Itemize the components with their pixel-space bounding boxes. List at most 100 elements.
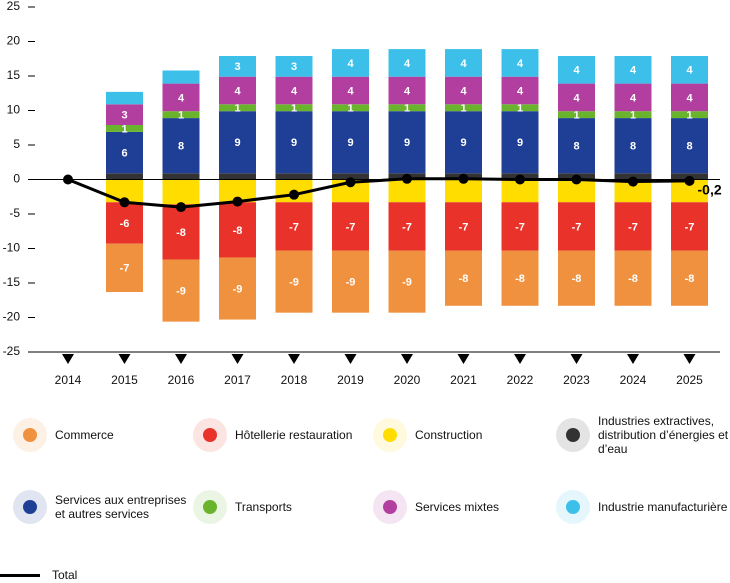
bar-segment — [445, 76, 482, 105]
legend-label: Commerce — [55, 428, 114, 442]
bar-segment — [106, 104, 143, 125]
data-label: -9 — [346, 277, 356, 289]
legend-label: Construction — [415, 428, 483, 442]
data-label: 4 — [460, 58, 467, 70]
bar-segment — [671, 179, 708, 203]
legend-label: Hôtellerie restauration — [235, 428, 353, 442]
data-label: -8 — [459, 273, 469, 285]
data-label: 4 — [460, 85, 467, 97]
legend-halo — [373, 418, 407, 452]
legend-swatch — [566, 428, 580, 442]
bar-segment — [162, 179, 200, 205]
bar-segment — [332, 104, 369, 112]
x-tick-label: 2025 — [676, 373, 703, 387]
legend-item: Construction — [373, 417, 482, 453]
data-label: 4 — [517, 58, 524, 70]
bar-segment — [332, 111, 369, 174]
bar-segment — [162, 204, 200, 260]
bar-segment — [219, 55, 256, 77]
bar-segment — [614, 83, 652, 112]
y-tick-label: 5 — [13, 137, 20, 151]
legend-label: Transports — [235, 500, 292, 514]
data-label: 4 — [686, 65, 693, 77]
bar-segment — [332, 49, 369, 77]
data-label: -6 — [120, 218, 130, 230]
bar-segment — [558, 179, 595, 203]
data-label: 4 — [573, 65, 580, 77]
bar-segment — [388, 202, 426, 251]
data-label: -8 — [685, 273, 695, 285]
bar-segment — [106, 91, 143, 105]
bar-segment — [501, 49, 539, 77]
bar-segment — [501, 179, 539, 203]
bar-segment — [388, 111, 426, 174]
legend-item: Transports — [193, 489, 292, 525]
data-label: -7 — [572, 221, 582, 233]
legend-swatch — [383, 500, 397, 514]
legend-item: Services mixtes — [373, 489, 499, 525]
bar-segment — [445, 202, 482, 251]
bar-segment — [445, 179, 482, 203]
bar-segment — [501, 76, 539, 105]
data-label: 9 — [291, 137, 297, 149]
bar-segment — [445, 49, 482, 77]
data-label: -8 — [628, 273, 638, 285]
data-label: 4 — [630, 65, 637, 77]
x-tick-label: 2022 — [507, 373, 534, 387]
y-tick-label: 25 — [7, 0, 21, 13]
bar-segment — [106, 243, 143, 292]
legend-label: Industries extractives, distribution d’é… — [598, 414, 729, 456]
data-label: 1 — [517, 103, 523, 115]
data-label: 8 — [630, 141, 636, 153]
data-label: -8 — [176, 227, 186, 239]
legend-halo — [193, 490, 227, 524]
data-label: 1 — [460, 103, 466, 115]
total-label: -0,2 — [698, 182, 722, 198]
bar-segment — [671, 118, 708, 174]
bar-segment — [388, 49, 426, 77]
x-tick-label: 2024 — [620, 373, 647, 387]
legend-halo — [193, 418, 227, 452]
data-label: 3 — [291, 61, 297, 73]
bar-segment — [558, 250, 595, 306]
bar-segment — [219, 179, 256, 203]
legend-label: Services mixtes — [415, 500, 500, 514]
legend-halo — [556, 490, 590, 524]
bar-segment — [162, 70, 200, 84]
x-tick-marker — [175, 354, 187, 364]
y-tick-label: -10 — [3, 241, 21, 255]
data-label: 3 — [234, 61, 240, 73]
y-tick-label: -20 — [3, 310, 21, 324]
bar-segment — [162, 173, 200, 180]
data-label: 1 — [686, 110, 692, 122]
bar-segment — [388, 179, 426, 203]
legend-label: Industrie manufacturière — [598, 500, 728, 514]
data-label: 1 — [178, 110, 184, 122]
bar-segment — [501, 104, 539, 112]
x-tick-label: 2015 — [111, 373, 138, 387]
data-label: 8 — [573, 141, 579, 153]
legend-swatch — [23, 500, 37, 514]
data-label: 9 — [404, 137, 410, 149]
bar-segment — [106, 173, 143, 180]
total-point — [684, 175, 695, 186]
bar-segment — [219, 104, 256, 112]
x-tick-label: 2018 — [281, 373, 308, 387]
total-point — [289, 189, 299, 200]
data-label: -7 — [120, 263, 130, 275]
total-point — [176, 202, 186, 213]
total-point — [515, 174, 525, 185]
bar-segment — [219, 257, 256, 320]
bar-segment — [219, 111, 256, 174]
total-point — [402, 173, 412, 184]
bar-segment — [558, 83, 595, 112]
bar-segment — [106, 202, 143, 244]
data-label: 6 — [121, 147, 127, 159]
data-label: 4 — [178, 92, 185, 104]
x-tick-marker — [627, 354, 639, 364]
x-tick-label: 2016 — [168, 373, 195, 387]
bar-segment — [671, 55, 708, 84]
legend-item: Total — [0, 567, 77, 583]
y-tick-label: 20 — [7, 34, 21, 48]
